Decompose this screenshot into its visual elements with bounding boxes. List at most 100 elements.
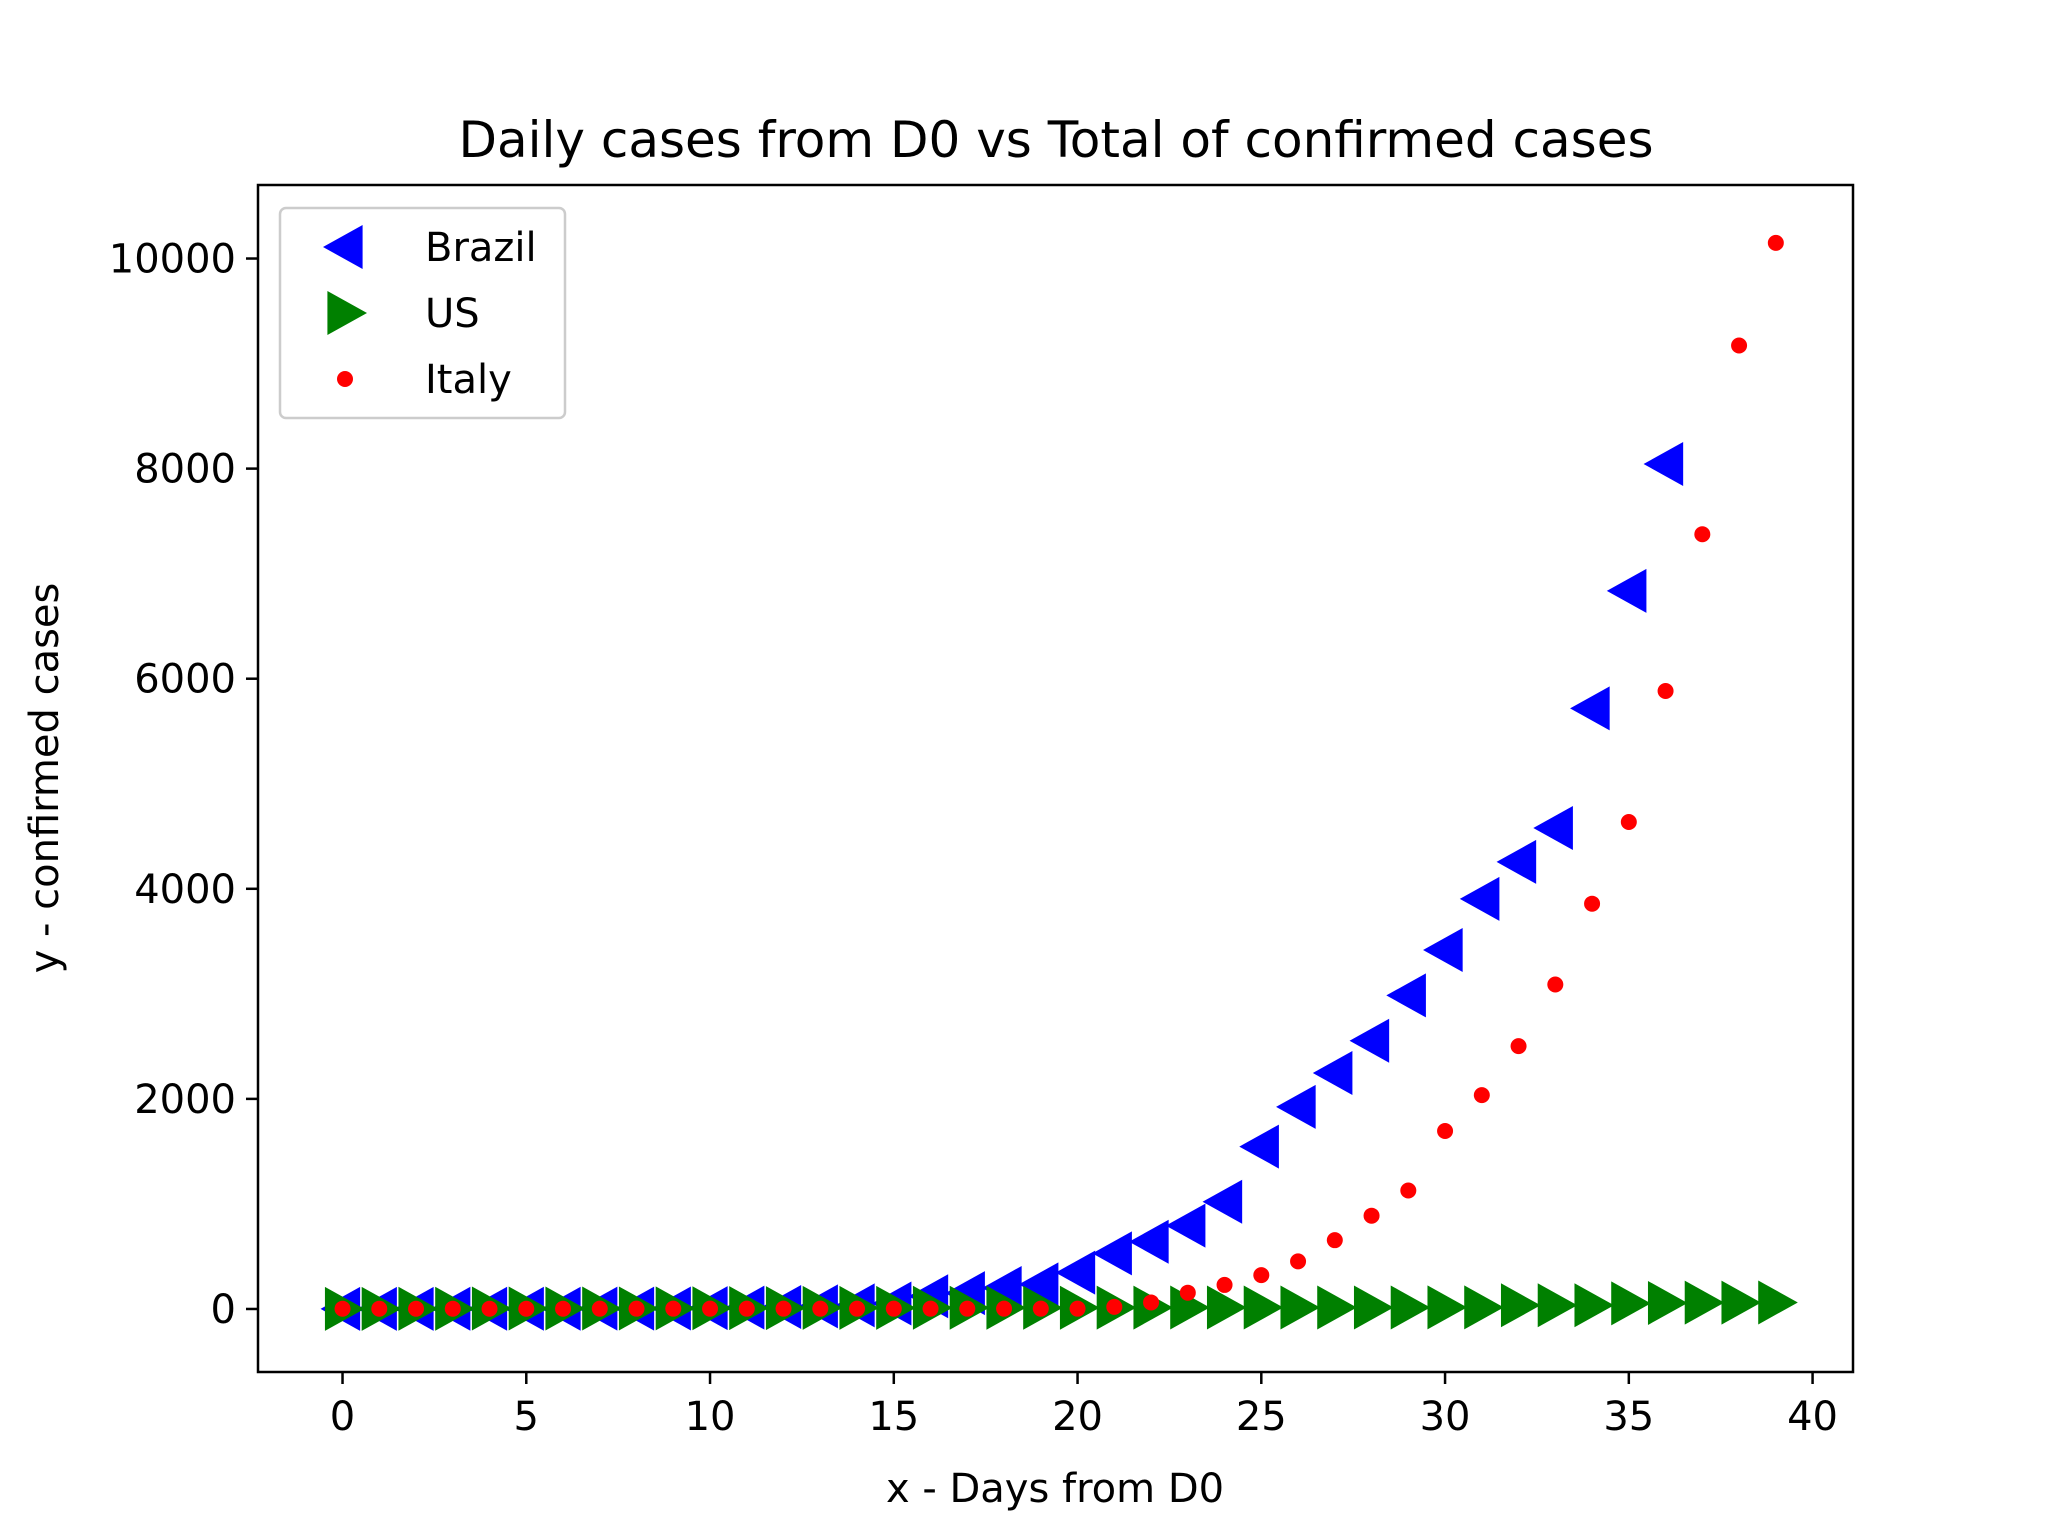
italy-marker <box>334 1300 351 1317</box>
us-marker <box>1317 1285 1357 1330</box>
italy-marker <box>1620 813 1637 830</box>
us-marker <box>1170 1285 1210 1330</box>
italy-marker <box>775 1300 792 1317</box>
italy-marker <box>1400 1182 1417 1199</box>
italy-marker <box>555 1300 572 1317</box>
brazil-marker <box>1533 805 1573 850</box>
italy-marker <box>408 1300 425 1317</box>
italy-marker <box>1510 1038 1527 1055</box>
brazil-marker <box>1349 1018 1390 1063</box>
x-axis-label: x - Days from D0 <box>886 1466 1224 1512</box>
legend-entry-brazil: Brazil <box>323 225 537 271</box>
italy-marker <box>996 1300 1013 1317</box>
italy-marker <box>1473 1087 1490 1104</box>
italy-marker <box>1143 1294 1160 1311</box>
us-marker <box>1500 1283 1541 1328</box>
italy-marker <box>1290 1253 1307 1270</box>
legend-label-us: US <box>425 291 480 337</box>
italy-marker <box>1731 337 1748 354</box>
x-tick-label: 30 <box>1420 1394 1471 1440</box>
italy-marker <box>922 1300 939 1317</box>
brazil-marker <box>1386 973 1426 1018</box>
y-axis-ticks: 0 2000 4000 6000 8000 10000 <box>109 237 258 1333</box>
italy-marker <box>1326 1232 1343 1249</box>
series-us <box>324 1280 1798 1331</box>
x-tick-label: 10 <box>685 1394 736 1440</box>
italy-marker <box>1767 234 1784 251</box>
y-tick-label: 2000 <box>134 1077 236 1123</box>
brazil-marker <box>1423 928 1463 973</box>
legend-marker-brazil <box>323 225 363 269</box>
legend-entry-us: US <box>327 291 480 337</box>
brazil-marker <box>1643 441 1684 486</box>
italy-marker <box>738 1300 755 1317</box>
italy-marker <box>1657 682 1674 699</box>
us-marker <box>1611 1281 1651 1326</box>
brazil-marker <box>1165 1203 1206 1248</box>
us-marker <box>1721 1280 1762 1325</box>
italy-marker <box>1179 1284 1196 1301</box>
us-marker <box>1758 1280 1798 1325</box>
italy-marker <box>371 1300 388 1317</box>
brazil-marker <box>1570 686 1610 731</box>
legend-label-brazil: Brazil <box>425 225 537 271</box>
us-marker <box>1684 1280 1725 1325</box>
italy-marker <box>665 1300 682 1317</box>
brazil-marker <box>1276 1084 1316 1129</box>
brazil-marker <box>1239 1124 1279 1169</box>
us-marker <box>1206 1285 1247 1330</box>
italy-marker <box>1547 976 1564 993</box>
brazil-marker <box>1606 568 1647 613</box>
us-marker <box>1243 1285 1284 1330</box>
italy-marker <box>849 1300 866 1317</box>
x-tick-label: 20 <box>1052 1394 1103 1440</box>
legend-entry-italy: Italy <box>337 357 512 403</box>
brazil-marker <box>982 1265 1022 1310</box>
italy-marker <box>1069 1300 1086 1317</box>
italy-marker <box>812 1300 829 1317</box>
us-marker <box>1353 1285 1394 1330</box>
brazil-marker <box>1092 1231 1132 1276</box>
legend-label-italy: Italy <box>425 357 512 403</box>
italy-marker <box>1032 1300 1049 1317</box>
italy-marker <box>702 1300 719 1317</box>
brazil-marker <box>1459 876 1500 921</box>
brazil-marker <box>1312 1050 1353 1095</box>
us-marker <box>1427 1285 1468 1330</box>
us-marker <box>1537 1283 1578 1328</box>
x-tick-label: 25 <box>1236 1394 1287 1440</box>
italy-marker <box>885 1300 902 1317</box>
italy-marker <box>481 1300 498 1317</box>
us-marker <box>1280 1285 1321 1330</box>
x-tick-label: 40 <box>1787 1394 1838 1440</box>
series-italy <box>334 234 1784 1317</box>
italy-marker <box>1253 1267 1270 1284</box>
y-tick-label: 8000 <box>134 447 236 493</box>
x-axis-ticks: 0 5 10 15 20 25 30 35 40 <box>330 1372 1838 1440</box>
chart-title: Daily cases from D0 vs Total of confirme… <box>458 111 1653 169</box>
italy-marker <box>1363 1207 1380 1224</box>
data-markers <box>320 234 1798 1331</box>
plot-area-frame <box>256 183 1855 1374</box>
x-tick-label: 0 <box>330 1394 355 1440</box>
brazil-marker <box>1202 1179 1243 1224</box>
legend-marker-italy <box>337 371 353 387</box>
italy-marker <box>959 1300 976 1317</box>
italy-marker <box>1106 1298 1123 1315</box>
x-tick-label: 35 <box>1603 1394 1654 1440</box>
italy-marker <box>444 1300 461 1317</box>
legend: Brazil US Italy <box>278 206 567 420</box>
italy-marker <box>1437 1123 1454 1140</box>
us-marker <box>1574 1283 1615 1328</box>
brazil-marker <box>1129 1219 1169 1264</box>
y-tick-label: 0 <box>211 1287 236 1333</box>
legend-marker-us <box>327 291 367 335</box>
us-marker <box>1390 1285 1431 1330</box>
brazil-marker <box>1018 1262 1059 1307</box>
italy-marker <box>1584 895 1601 912</box>
x-tick-label: 15 <box>868 1394 919 1440</box>
x-tick-label: 5 <box>514 1394 539 1440</box>
brazil-marker <box>1055 1250 1096 1295</box>
